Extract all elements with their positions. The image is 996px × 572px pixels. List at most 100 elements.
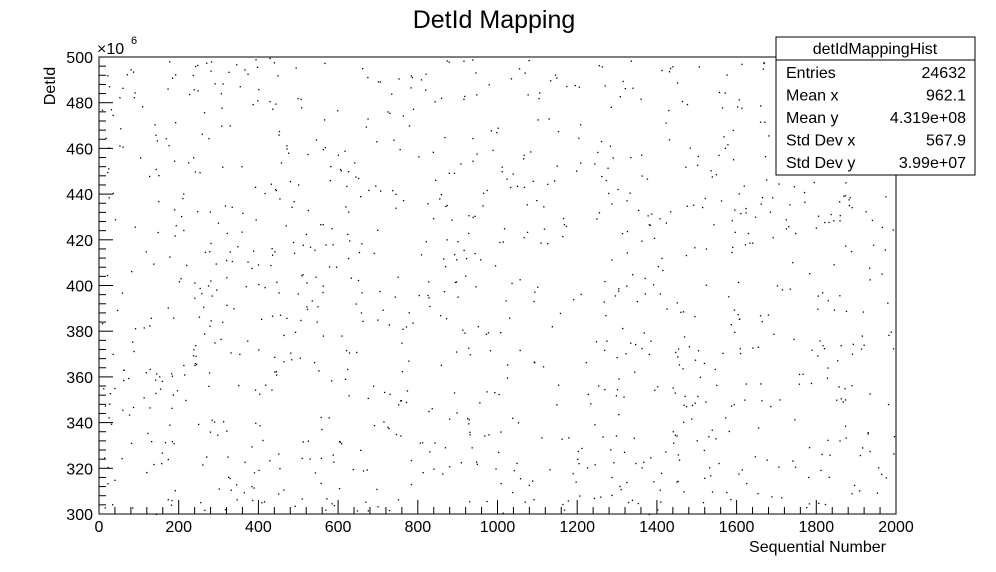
data-point [817,308,819,310]
data-point [618,288,620,290]
data-point [379,81,382,83]
data-point [614,295,617,297]
data-point [377,506,379,508]
data-point [244,461,246,463]
data-point [881,273,883,275]
data-point [388,324,390,326]
data-point [650,457,652,459]
data-point [203,112,206,114]
data-point [630,342,632,344]
data-point [412,108,415,110]
data-point [822,292,824,294]
data-point [116,309,119,312]
data-point [484,435,486,437]
data-point [710,475,712,477]
data-point [433,218,435,220]
data-point [824,221,826,224]
data-point [472,216,474,219]
data-point [283,361,285,363]
data-point [713,224,715,226]
data-point [376,488,378,491]
data-point [519,279,521,281]
data-point [668,71,671,73]
data-point [210,242,212,245]
data-point [161,463,163,465]
data-point [130,69,132,71]
data-point [428,281,430,283]
data-point [278,292,280,294]
data-point [453,172,456,174]
data-point [688,346,691,348]
data-point [455,351,458,353]
data-point [789,204,791,206]
chart-title: DetId Mapping [413,6,576,34]
data-point [624,88,626,90]
data-point [477,326,479,328]
data-point [885,477,887,479]
data-point [626,230,629,233]
data-point [828,476,830,478]
data-point [845,310,848,312]
data-point [501,171,503,173]
data-point [551,326,553,328]
data-point [851,353,854,355]
data-point [550,80,552,82]
data-point [602,436,604,438]
data-point [360,312,363,314]
data-point [617,188,619,191]
data-point [499,241,501,244]
data-point [526,231,529,233]
data-point [626,200,628,202]
data-point [134,328,137,330]
stats-label: Std Dev x [786,133,855,150]
data-point [618,414,620,416]
data-point [193,89,195,91]
data-point [244,69,246,71]
data-point [737,281,740,284]
data-point [293,201,295,203]
data-point [400,400,402,402]
data-point [173,317,175,319]
data-point [387,426,389,428]
y-tick-label: 340 [66,416,93,433]
data-point [640,98,642,100]
data-point [210,280,212,282]
data-point [480,259,482,261]
data-point [181,215,183,218]
data-point [561,438,563,440]
data-point [209,431,212,433]
data-point [575,481,577,483]
data-point [300,319,302,322]
data-point [157,231,159,234]
data-point [188,162,190,164]
data-point [457,296,459,298]
data-point [320,457,323,459]
data-point [332,244,334,246]
data-point [434,101,436,103]
data-point [468,232,470,235]
data-point [817,295,819,297]
data-point [808,503,811,505]
data-point [699,376,701,378]
data-point [228,71,230,73]
data-point [840,398,842,400]
stats-label: Mean y [786,110,838,127]
data-point [632,87,634,89]
data-point [243,492,245,494]
data-point [259,425,261,427]
data-point [159,376,161,378]
data-point [839,215,841,217]
data-point [635,462,637,465]
data-point [618,378,620,380]
data-point [261,502,263,504]
data-point [114,387,116,390]
data-point [208,385,210,387]
data-point [528,60,530,62]
data-point [297,293,299,295]
data-point [510,78,513,80]
data-point [465,275,467,277]
data-point [445,266,447,268]
data-point [745,212,747,214]
data-point [705,248,708,250]
data-point [339,441,341,444]
